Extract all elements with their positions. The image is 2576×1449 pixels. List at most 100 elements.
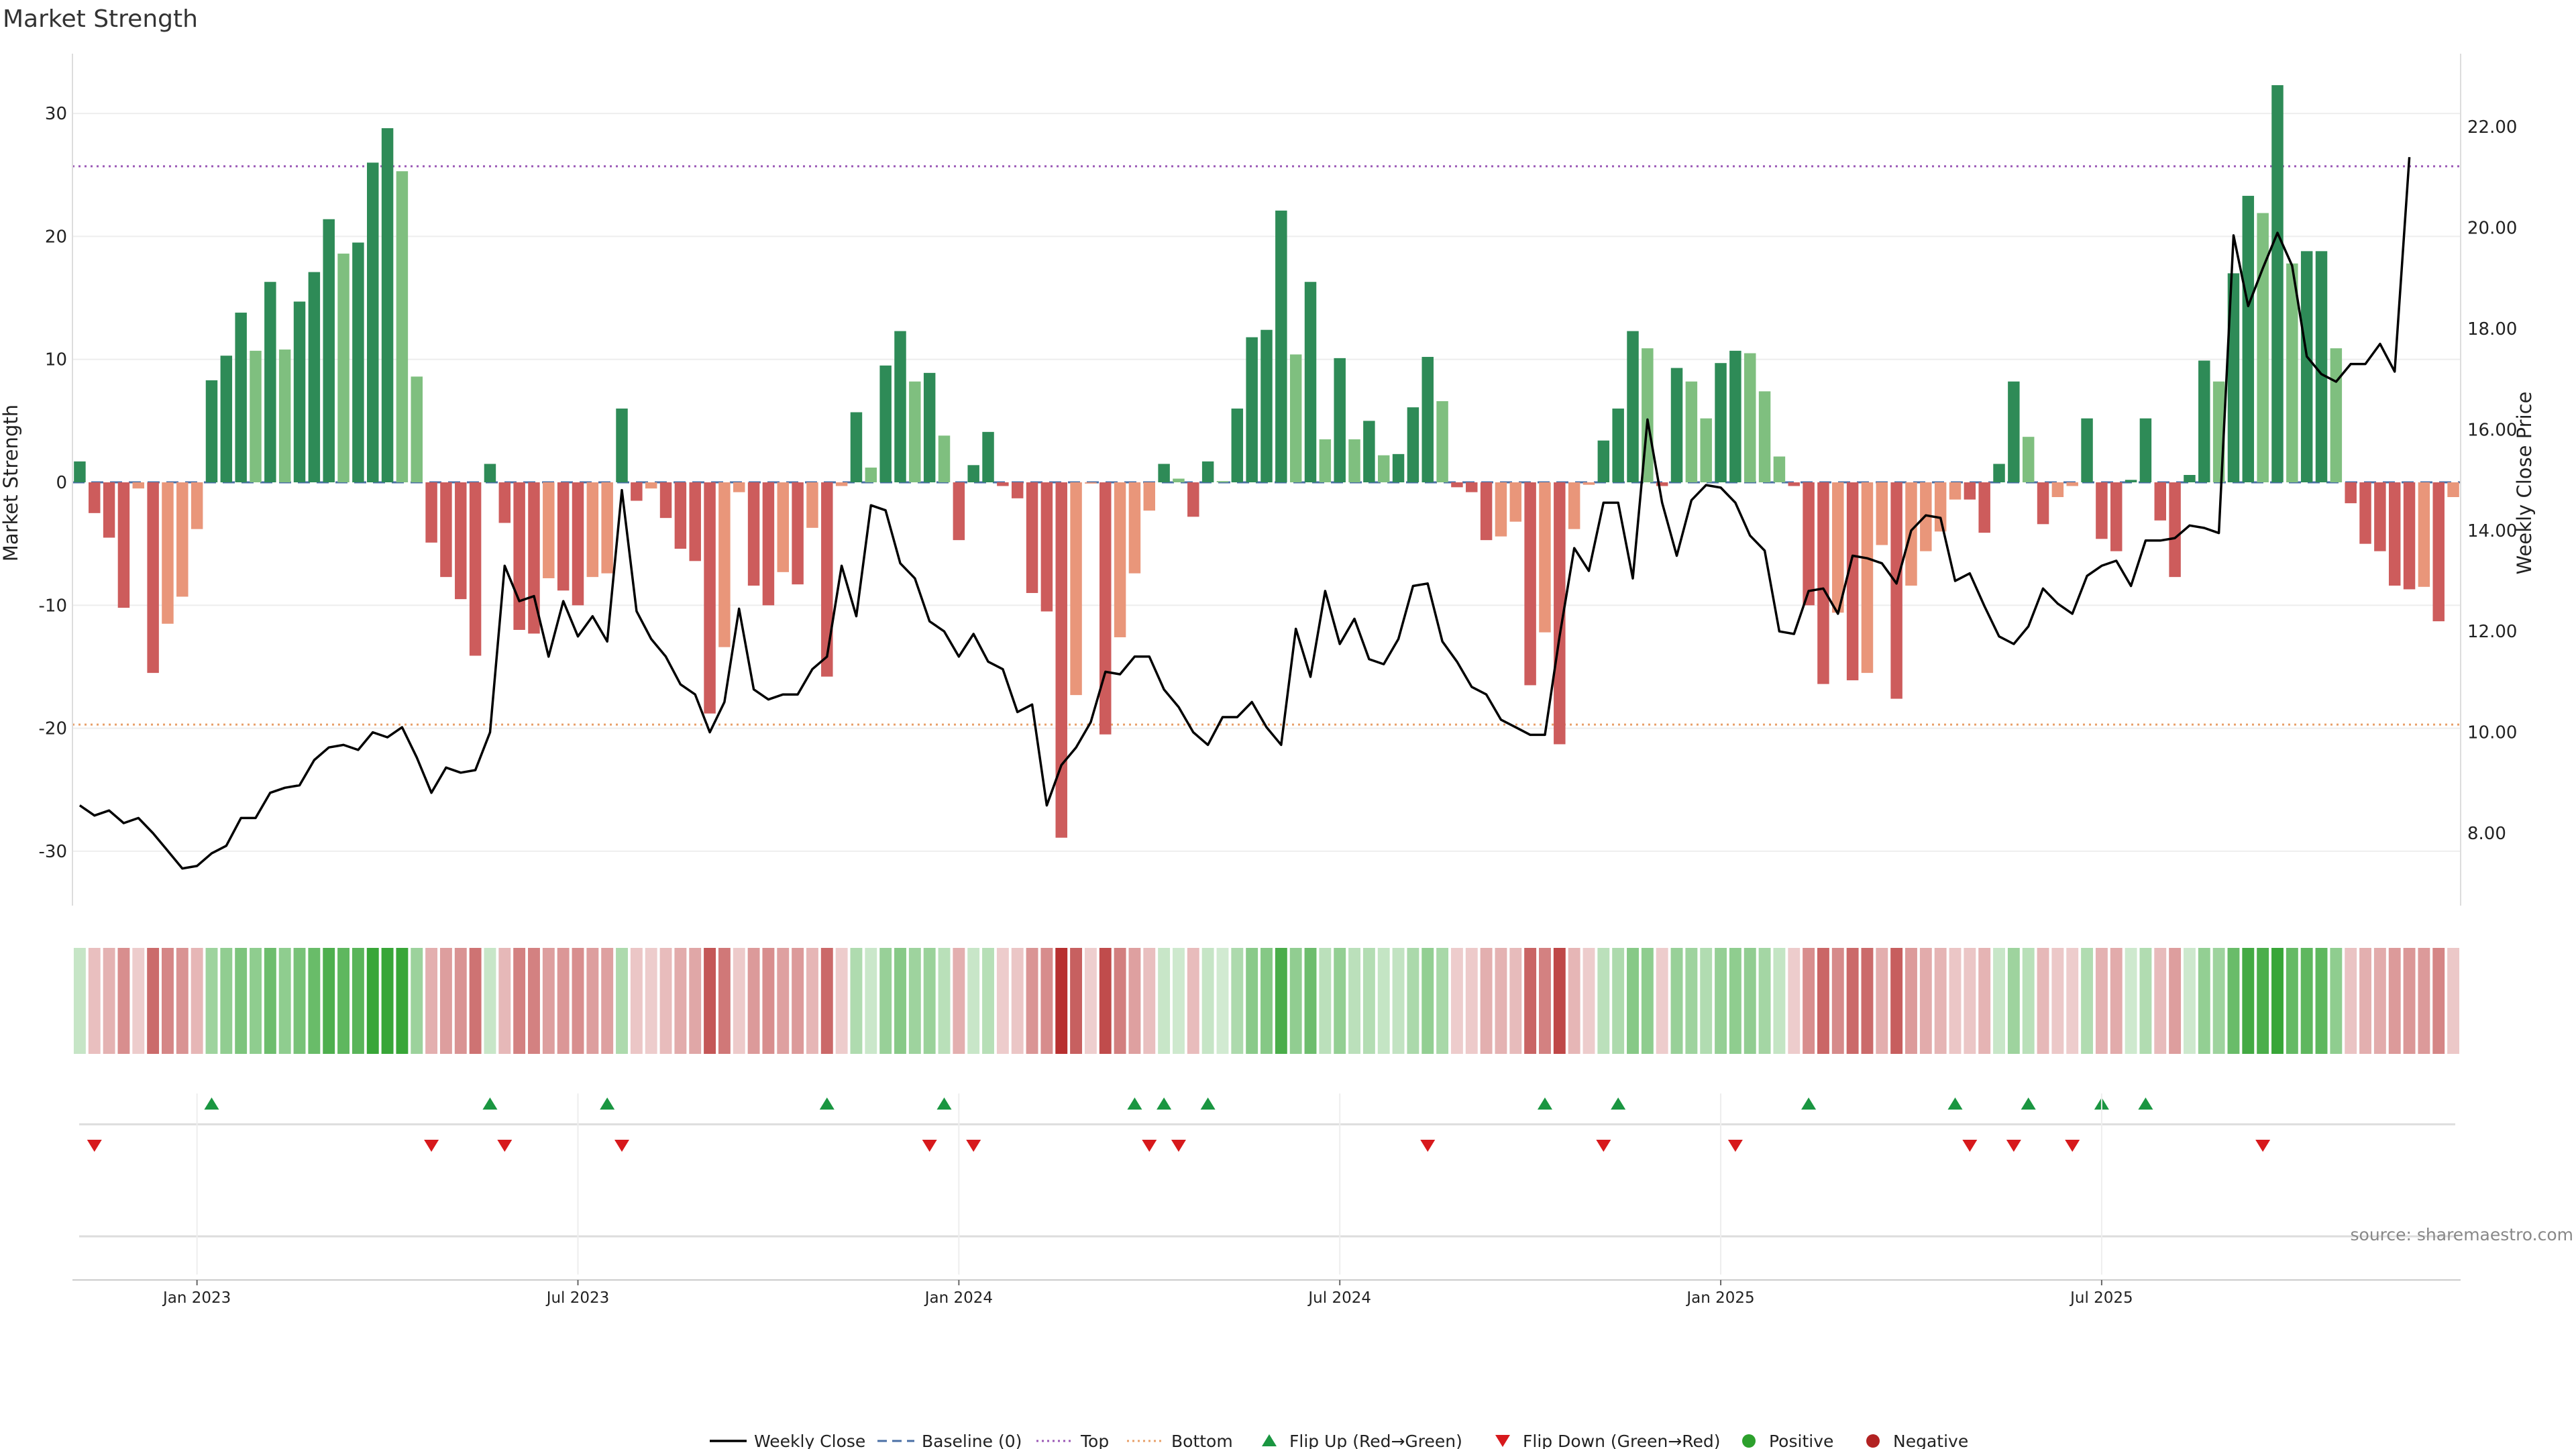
right-tick-label-2: 12.00 [2467, 622, 2517, 642]
strength-bar-66 [1040, 482, 1053, 612]
right-tick-label-1: 10.00 [2467, 723, 2517, 743]
strength-bar-79 [1231, 409, 1244, 482]
heat-cell-133 [2022, 948, 2035, 1054]
right-tick-label-4: 16.00 [2467, 420, 2517, 440]
strength-bar-132 [2008, 381, 2020, 482]
heat-cell-87 [1348, 948, 1360, 1054]
heat-cell-118 [1803, 948, 1815, 1054]
right-tick-label-3: 14.00 [2467, 521, 2517, 541]
heat-cell-97 [1495, 948, 1507, 1054]
heat-cell-59 [938, 948, 951, 1054]
strength-bar-39 [645, 482, 657, 489]
heat-cell-94 [1450, 948, 1463, 1054]
heat-cell-91 [1407, 948, 1419, 1054]
strength-bar-50 [806, 482, 818, 528]
strength-bar-159 [2403, 482, 2416, 590]
heat-cell-125 [1905, 948, 1917, 1054]
strength-bar-93 [1436, 401, 1448, 482]
heat-cell-46 [747, 948, 760, 1054]
strength-bar-161 [2432, 482, 2445, 622]
strength-bar-155 [2345, 482, 2357, 504]
strength-bar-144 [2184, 475, 2196, 482]
strength-bar-32 [543, 482, 555, 578]
strength-bar-42 [689, 482, 701, 561]
flip-up-marker-1 [482, 1097, 498, 1110]
strength-bar-87 [1348, 439, 1360, 482]
date-label-2: Jan 2024 [924, 1289, 993, 1307]
strength-bar-31 [528, 482, 540, 634]
strength-bar-89 [1377, 455, 1390, 482]
heat-cell-109 [1670, 948, 1683, 1054]
strength-bar-111 [1700, 418, 1712, 482]
heat-cell-92 [1421, 948, 1434, 1054]
heat-cell-73 [1143, 948, 1156, 1054]
strength-bar-34 [572, 482, 584, 606]
strength-bar-118 [1803, 482, 1815, 606]
strength-bar-88 [1363, 421, 1375, 482]
heat-cell-86 [1334, 948, 1346, 1054]
heat-cell-147 [2227, 948, 2240, 1054]
left-tick-label-3: 0 [56, 473, 67, 493]
strength-bar-138 [2096, 482, 2108, 539]
strength-bar-11 [235, 313, 247, 482]
heat-cell-69 [1084, 948, 1097, 1054]
strength-bar-99 [1524, 482, 1536, 686]
strength-bar-48 [777, 482, 789, 572]
strength-bar-90 [1392, 453, 1405, 482]
heat-cell-150 [2271, 948, 2284, 1054]
strength-bar-2 [103, 482, 115, 538]
heat-cell-162 [2447, 948, 2460, 1054]
legend: Weekly Close Baseline (0) Top Bottom Flip Up… [710, 1432, 1968, 1449]
strength-bar-128 [1949, 482, 1962, 500]
heat-cell-61 [967, 948, 980, 1054]
strength-bar-130 [1978, 482, 1990, 533]
strength-bar-41 [674, 482, 687, 549]
strength-bar-119 [1817, 482, 1829, 684]
heat-cell-105 [1612, 948, 1625, 1054]
heat-cell-82 [1275, 948, 1287, 1054]
flip-up-marker-0 [204, 1097, 219, 1110]
strength-bar-134 [2037, 482, 2049, 525]
strength-bar-76 [1187, 482, 1199, 517]
heat-cell-68 [1070, 948, 1083, 1054]
strength-bar-67 [1055, 482, 1067, 838]
strength-bar-6 [162, 482, 174, 624]
flip-up-marker-11 [1947, 1097, 1963, 1110]
heat-cell-18 [337, 948, 350, 1054]
heat-cell-72 [1128, 948, 1141, 1054]
heat-cell-62 [982, 948, 994, 1054]
left-tick-label-1: -20 [39, 719, 67, 739]
heat-cell-43 [704, 948, 716, 1054]
strength-bar-10 [220, 356, 233, 482]
strength-bar-143 [2169, 482, 2181, 578]
strength-bar-94 [1451, 482, 1463, 488]
strength-bar-148 [2242, 195, 2255, 482]
strength-bar-110 [1685, 381, 1698, 482]
strength-bar-102 [1568, 482, 1580, 529]
strength-bar-49 [792, 482, 804, 585]
heat-cell-23 [411, 948, 423, 1054]
strength-heat-strip [73, 948, 2460, 1054]
heat-cell-6 [162, 948, 174, 1054]
heat-cell-58 [923, 948, 936, 1054]
strength-bar-68 [1070, 482, 1082, 696]
heat-cell-26 [454, 948, 467, 1054]
legend-swatch-4 [1262, 1434, 1277, 1446]
strength-bar-52 [835, 482, 848, 486]
left-tick-label-5: 20 [45, 227, 67, 247]
heat-cell-108 [1656, 948, 1668, 1054]
heat-cell-57 [908, 948, 921, 1054]
strength-bar-12 [250, 350, 262, 482]
heat-cell-29 [498, 948, 511, 1054]
heat-cell-66 [1040, 948, 1053, 1054]
heat-cell-146 [2212, 948, 2225, 1054]
strength-bar-145 [2198, 360, 2210, 482]
strength-bar-60 [953, 482, 965, 541]
heat-cell-21 [381, 948, 394, 1054]
heat-cell-14 [278, 948, 291, 1054]
heat-cell-99 [1524, 948, 1537, 1054]
heat-cell-5 [147, 948, 160, 1054]
strength-bar-13 [264, 282, 276, 482]
heat-cell-103 [1582, 948, 1595, 1054]
strength-bar-56 [894, 331, 906, 482]
